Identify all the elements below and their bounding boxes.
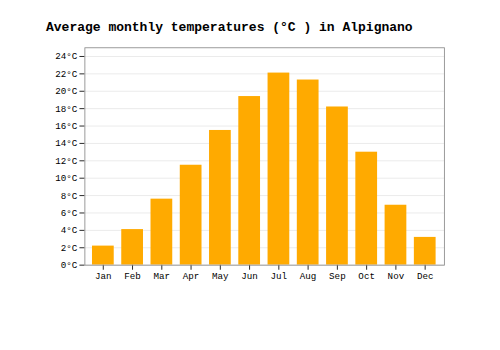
svg-text:12°C: 12°C [55, 156, 78, 167]
svg-text:Mar: Mar [154, 271, 171, 282]
svg-text:14°C: 14°C [55, 138, 78, 149]
svg-text:Aug: Aug [300, 271, 317, 282]
svg-text:Oct: Oct [358, 271, 375, 282]
svg-text:2°C: 2°C [61, 243, 78, 254]
svg-text:20°C: 20°C [55, 86, 78, 97]
svg-text:8°C: 8°C [61, 191, 78, 202]
svg-text:Apr: Apr [183, 271, 200, 282]
svg-text:18°C: 18°C [55, 104, 78, 115]
svg-text:Jan: Jan [95, 271, 112, 282]
svg-text:Jul: Jul [271, 271, 288, 282]
svg-text:24°C: 24°C [55, 51, 78, 62]
svg-text:Sep: Sep [329, 271, 346, 282]
svg-text:4°C: 4°C [61, 225, 78, 236]
html-text:Average monthly temperatures (: Average monthly temperatures (°C ) in Al… [46, 20, 413, 35]
svg-text:Dec: Dec [417, 271, 434, 282]
svg-text:22°C: 22°C [55, 69, 78, 80]
svg-text:6°C: 6°C [61, 208, 78, 219]
svg-text:Nov: Nov [388, 271, 405, 282]
svg-text:16°C: 16°C [55, 121, 78, 132]
svg-text:0°C: 0°C [61, 260, 78, 271]
svg-text:Jun: Jun [241, 271, 258, 282]
svg-text:10°C: 10°C [55, 173, 78, 184]
svg-text:Feb: Feb [124, 271, 141, 282]
svg-text:May: May [212, 271, 229, 282]
